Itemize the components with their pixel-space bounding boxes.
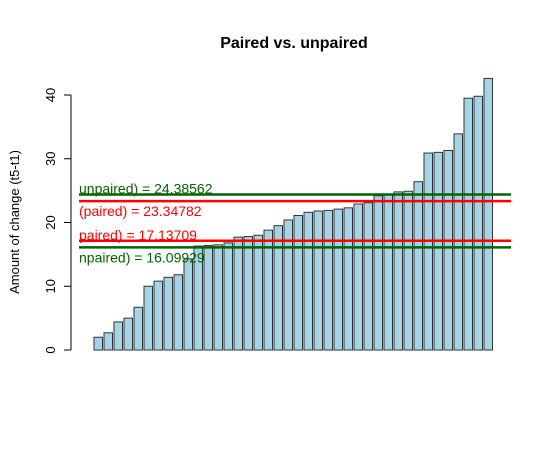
reference-lines-group: unpaired) = 24.38562 (paired) = 23.34782 p… (79, 181, 511, 265)
reference-line-label: npaired) = 16.09929 (79, 249, 205, 265)
bar (303, 211, 313, 351)
bar (203, 244, 213, 351)
y-axis-label: Amount of change (t5-t1) (7, 150, 22, 294)
bar (413, 181, 423, 351)
bar (393, 191, 403, 351)
bar (423, 152, 433, 351)
bar (153, 280, 163, 351)
y-tick-label: 20 (43, 215, 58, 229)
y-tick-label: 10 (43, 279, 58, 293)
bar (183, 258, 193, 351)
bar (123, 317, 133, 351)
bar (463, 97, 473, 351)
bar (273, 225, 283, 351)
bar (343, 207, 353, 351)
bar (443, 149, 453, 351)
bar (233, 236, 243, 351)
bar (253, 234, 263, 351)
reference-line-label: (paired) = 23.34782 (79, 203, 202, 219)
bar (283, 219, 293, 351)
bars-group (93, 77, 493, 351)
bar (193, 245, 203, 351)
bar (473, 95, 483, 351)
bar (133, 306, 143, 351)
bar (353, 203, 363, 351)
bar (383, 193, 393, 351)
bar (293, 214, 303, 351)
y-tick-label: 40 (43, 88, 58, 102)
bar (103, 332, 113, 351)
bar (483, 77, 493, 351)
bar (323, 209, 333, 351)
bar (113, 321, 123, 351)
y-tick-label: 0 (43, 346, 58, 353)
bar (163, 276, 173, 351)
bar (403, 190, 413, 351)
bar (433, 151, 443, 351)
bar (143, 285, 153, 351)
chart-title: Paired vs. unpaired (220, 35, 368, 52)
reference-line-label: unpaired) = 24.38562 (79, 181, 213, 197)
reference-line-label: paired) = 17.13709 (79, 227, 197, 243)
bar (363, 202, 373, 351)
y-tick-label: 30 (43, 152, 58, 166)
bar (213, 244, 223, 351)
bar (223, 242, 233, 351)
bar (263, 229, 273, 351)
bar (243, 236, 253, 351)
bar (333, 208, 343, 351)
bar (313, 210, 323, 351)
y-axis: 0 10 20 30 40 (43, 88, 72, 354)
bar (173, 274, 183, 351)
bar (93, 336, 103, 351)
bar (373, 195, 383, 351)
